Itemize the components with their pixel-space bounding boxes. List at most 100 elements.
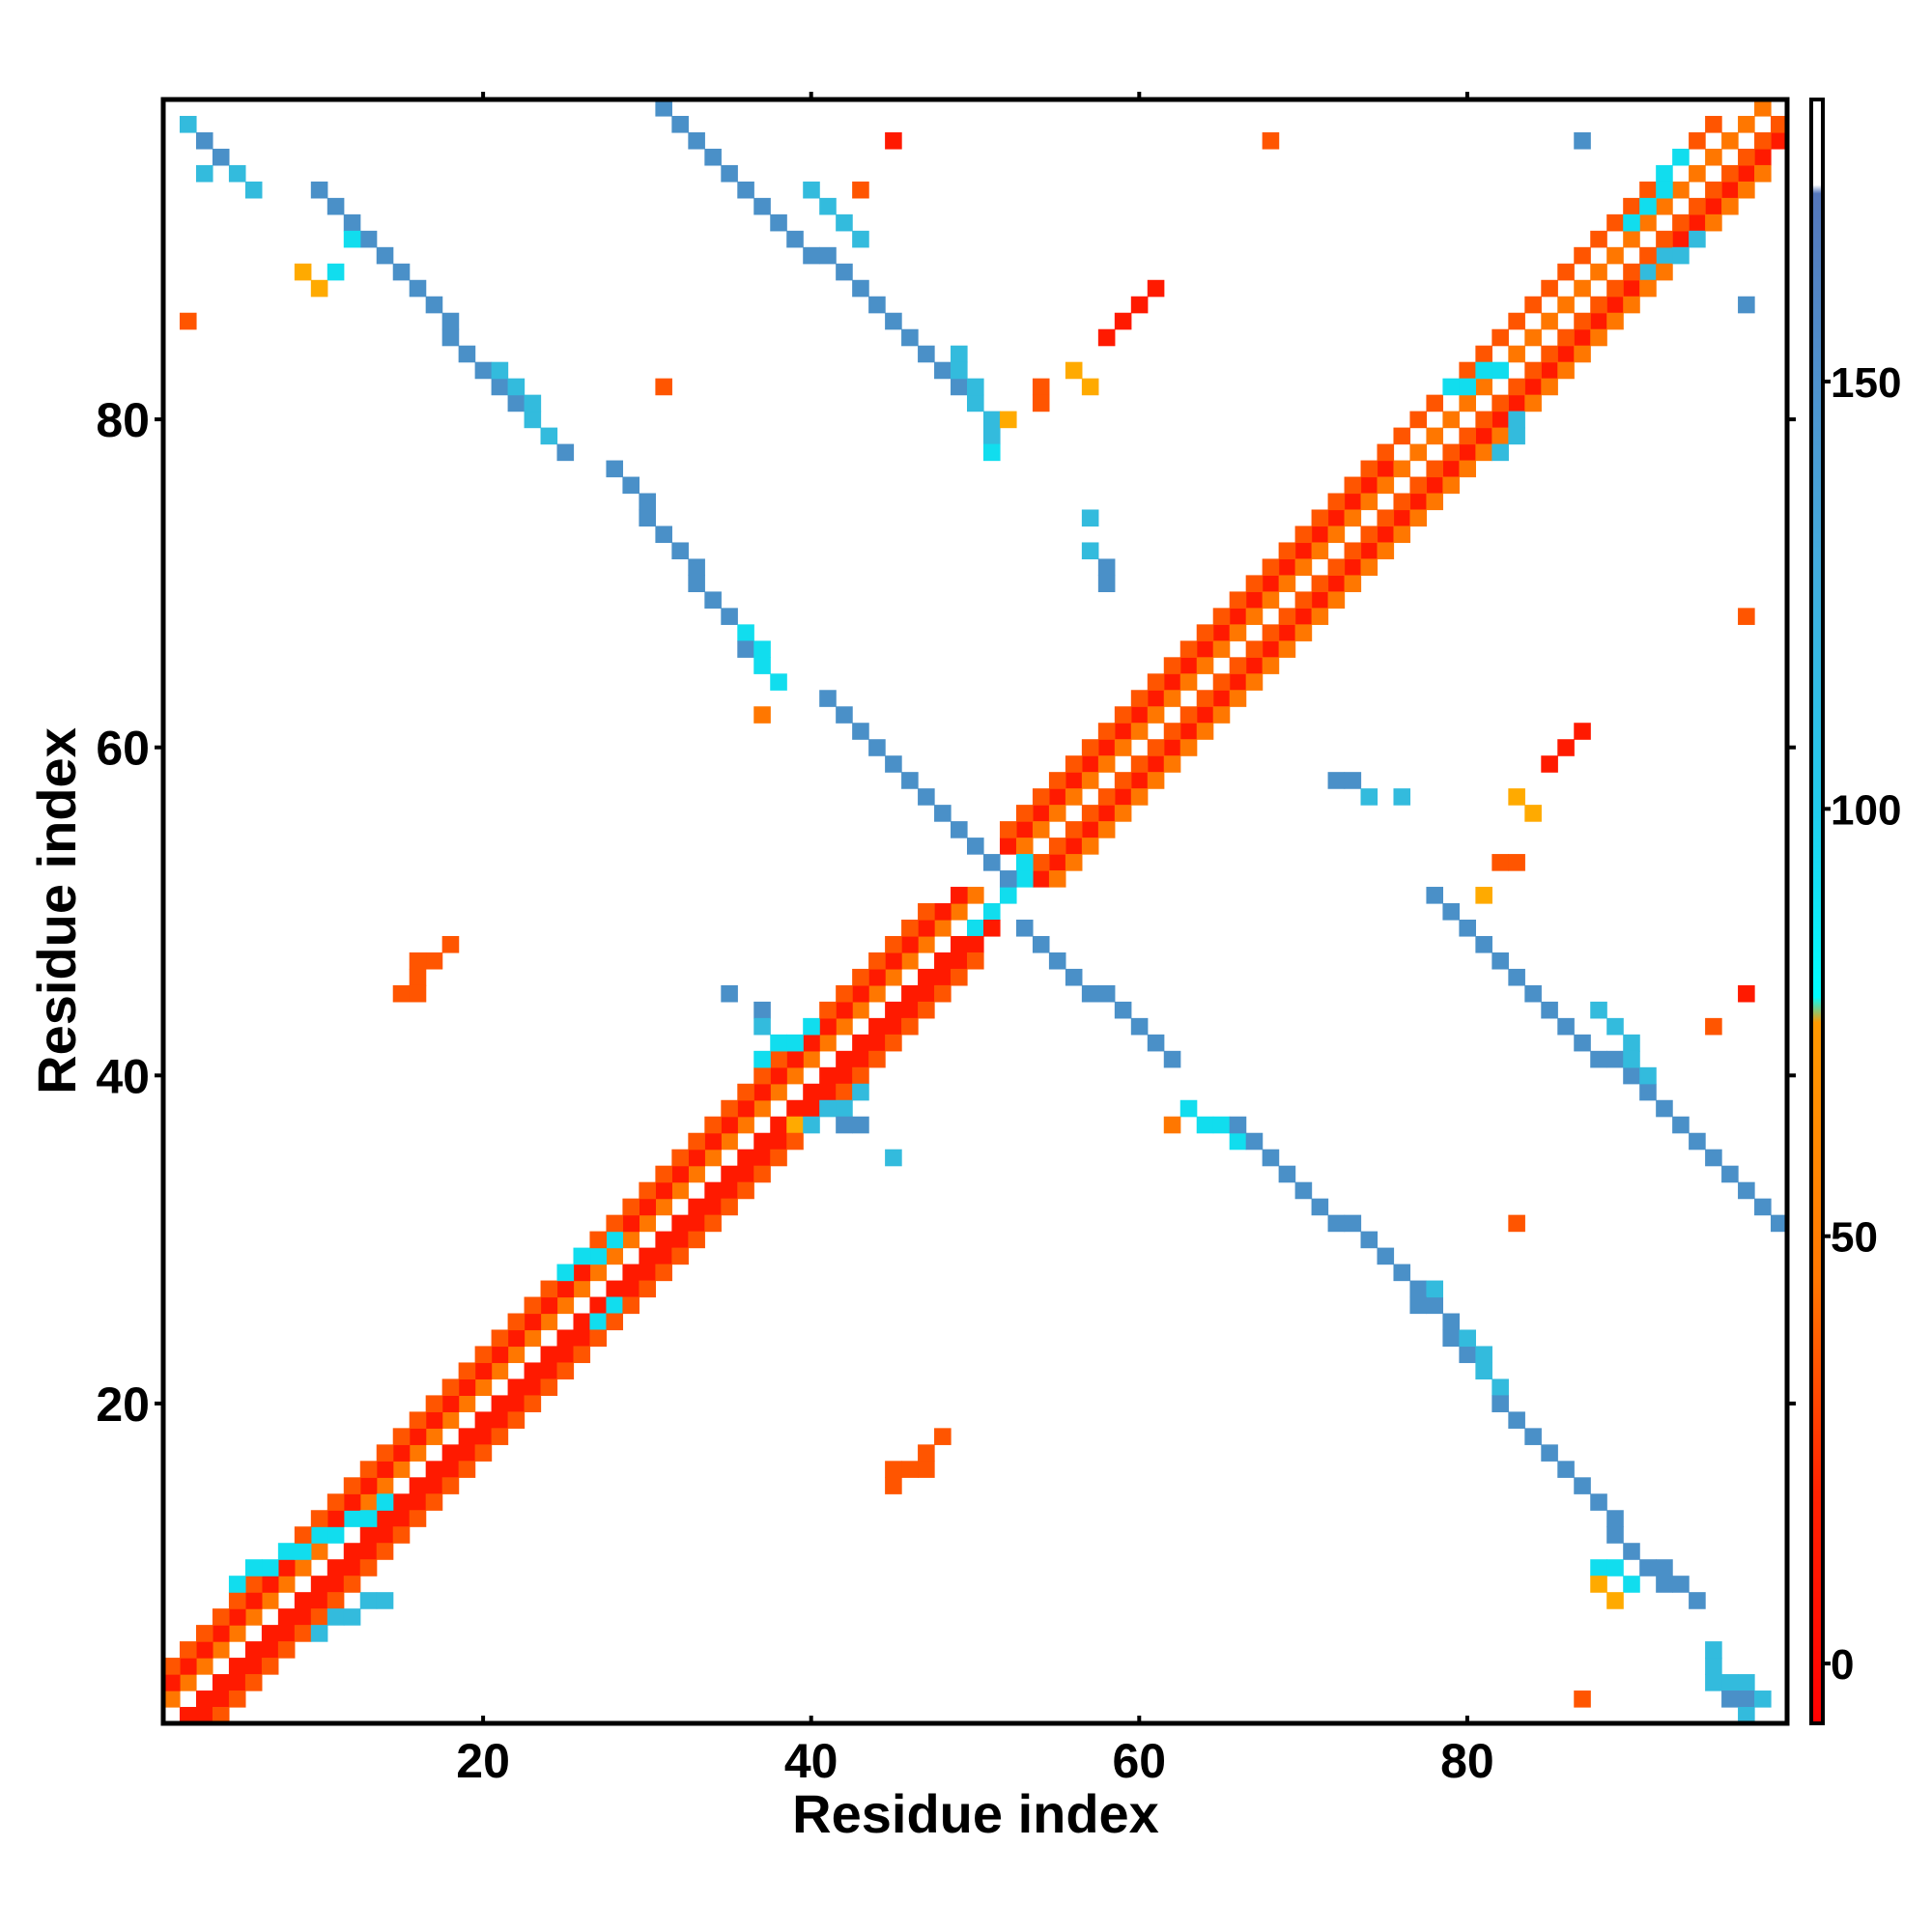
heatmap-cell [327,1493,345,1511]
heatmap-cell [1081,821,1099,838]
heatmap-cell [1738,181,1755,199]
heatmap-cell [786,1132,804,1151]
heatmap-cell [1179,640,1198,658]
heatmap-cell [786,1066,804,1085]
heatmap-cell [1393,460,1411,478]
heatmap-cell [1048,952,1066,970]
heatmap-cell [999,870,1017,888]
heatmap-cell [474,1378,493,1396]
heatmap-cell [606,1214,624,1233]
heatmap-cell [1524,805,1542,822]
heatmap-cell [556,1280,575,1298]
heatmap-cell [1459,919,1476,937]
heatmap-cell [1081,838,1099,855]
heatmap-cell [655,99,672,117]
heatmap-cell [688,575,705,592]
heatmap-cell [1262,591,1280,609]
heatmap-cell [376,1493,394,1511]
heatmap-cell [803,1083,820,1101]
heatmap-cell [1278,624,1296,641]
heatmap-cell [885,1001,902,1019]
heatmap-cell [1262,640,1280,658]
heatmap-cell [1081,984,1099,1003]
heatmap-cell [918,1001,935,1019]
heatmap-cell [1705,1641,1722,1659]
heatmap-cell [606,1231,624,1249]
heatmap-cell [999,838,1017,855]
heatmap-cell [359,1543,378,1560]
heatmap-cell [212,1707,230,1724]
heatmap-cell [1032,378,1050,396]
heatmap-cell [261,1592,279,1609]
heatmap-cell [1065,854,1083,871]
heatmap-cell [1081,772,1099,789]
heatmap-cell [1327,575,1346,592]
heatmap-cell [951,952,968,970]
heatmap-cell [1426,493,1444,511]
heatmap-cell [392,1444,411,1462]
heatmap-cell [195,164,213,183]
heatmap-cell [1475,378,1492,396]
heatmap-cell [1442,476,1460,495]
heatmap-cell [556,1362,575,1380]
heatmap-cell [1360,788,1378,806]
heatmap-cell [1508,1214,1525,1233]
heatmap-cell [1442,411,1460,429]
heatmap-cell [1590,328,1607,347]
heatmap-cell [524,1395,542,1412]
heatmap-cell [1163,690,1181,707]
heatmap-cell [1590,1001,1607,1019]
heatmap-cell [474,1444,493,1462]
heatmap-cell [606,1247,624,1265]
heatmap-cell [852,723,869,740]
heatmap-cell [852,984,869,1003]
heatmap-cell [1475,887,1492,904]
heatmap-cell [1377,509,1395,527]
heatmap-cell [359,1477,378,1494]
heatmap-cell [1656,246,1673,265]
heatmap-cell [1065,968,1083,986]
heatmap-cell [277,1608,296,1626]
heatmap-cell [327,1608,345,1626]
heatmap-cell [1492,427,1509,445]
heatmap-cell [212,148,230,166]
heatmap-cell [951,968,968,986]
heatmap-cell [589,1313,608,1331]
heatmap-cell [1278,558,1296,577]
heatmap-cell [868,1017,886,1036]
heatmap-cell [1705,1674,1722,1691]
heatmap-cell [1212,1116,1231,1134]
heatmap-cell [1705,181,1722,199]
heatmap-cell [1179,1099,1198,1118]
heatmap-cell [1294,542,1313,560]
heatmap-cell [1738,1690,1755,1708]
heatmap-cell [310,1625,328,1642]
heatmap-cell [573,1264,591,1282]
heatmap-cell [655,1181,672,1200]
heatmap-cell [951,345,968,363]
heatmap-cell [737,1116,754,1134]
heatmap-cell [1590,1559,1607,1577]
heatmap-cell [836,1116,853,1134]
heatmap-cell [1081,805,1099,822]
heatmap-cell [885,1149,902,1167]
heatmap-cell [868,984,886,1003]
heatmap-cell [359,1526,378,1544]
heatmap-cell [1229,690,1247,707]
heatmap-cell [1114,739,1132,756]
heatmap-cell [836,213,853,232]
heatmap-cell [951,378,968,396]
heatmap-cell [1508,345,1525,363]
heatmap-cell [967,887,984,904]
heatmap-cell [507,378,526,396]
heatmap-cell [441,312,460,330]
heatmap-cell [1048,772,1066,789]
heatmap-cell [228,1625,246,1642]
heatmap-cell [1721,1690,1739,1708]
heatmap-cell [1097,739,1116,756]
heatmap-cell [392,1428,411,1445]
heatmap-cell [1311,1198,1329,1216]
heatmap-cell [655,378,672,396]
heatmap-cell [836,263,853,281]
heatmap-cell [244,1559,263,1577]
